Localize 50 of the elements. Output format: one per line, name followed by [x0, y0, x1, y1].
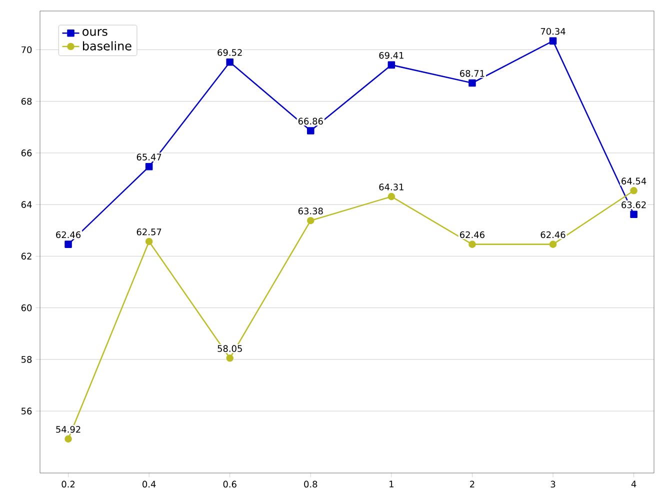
- y-tick-label: 68: [21, 98, 32, 105]
- data-label: 65.47: [136, 154, 162, 160]
- y-tick-label: 60: [21, 304, 32, 312]
- x-tick-label: 2: [470, 480, 474, 488]
- x-tick-label: 1: [390, 480, 394, 488]
- point: [388, 61, 396, 69]
- data-label: 54.92: [56, 426, 80, 433]
- y-tick-label: 70: [22, 46, 32, 54]
- legend-label: baseline: [82, 41, 132, 50]
- point: [226, 354, 234, 362]
- data-label: 64.31: [379, 184, 404, 190]
- data-label: 66.86: [298, 118, 323, 125]
- point: [468, 240, 476, 248]
- x-tick-label: 0.8: [304, 480, 318, 488]
- data-label: 68.71: [460, 70, 484, 77]
- data-label: 69.41: [379, 52, 404, 59]
- point: [64, 435, 72, 443]
- point: [388, 192, 396, 200]
- x-tick-label: 0.2: [62, 480, 75, 488]
- data-label: 62.46: [540, 231, 566, 238]
- data-label: 62.46: [56, 231, 81, 238]
- data-label: 64.54: [622, 178, 646, 184]
- point: [145, 238, 153, 246]
- point: [468, 79, 476, 87]
- point: [64, 240, 72, 248]
- data-label: 70.34: [540, 28, 566, 35]
- point: [549, 37, 557, 45]
- y-tick-label: 66: [21, 150, 32, 156]
- x-tick-label: 0.4: [142, 480, 156, 488]
- x-tick-label: 0.6: [223, 480, 236, 488]
- data-label: 63.38: [298, 208, 323, 214]
- point: [307, 127, 314, 134]
- data-label: 69.52: [218, 49, 242, 56]
- point: [226, 58, 234, 66]
- point: [630, 210, 638, 218]
- legend-label: ours: [82, 29, 108, 36]
- point: [630, 186, 638, 194]
- y-tick-label: 58: [22, 356, 32, 363]
- data-label: 62.46: [460, 231, 484, 238]
- point: [549, 240, 557, 248]
- y-tick-label: 56: [22, 408, 32, 414]
- point: [307, 216, 314, 224]
- x-tick-label: 3: [550, 480, 556, 488]
- data-label: 63.62: [622, 201, 646, 208]
- x-tick-label: 4: [631, 480, 636, 488]
- data-label: 58.05: [218, 345, 242, 352]
- data-label: 62.57: [136, 228, 162, 236]
- point: [145, 162, 153, 170]
- y-tick-label: 64: [21, 201, 32, 208]
- y-tick-label: 62: [21, 252, 32, 260]
